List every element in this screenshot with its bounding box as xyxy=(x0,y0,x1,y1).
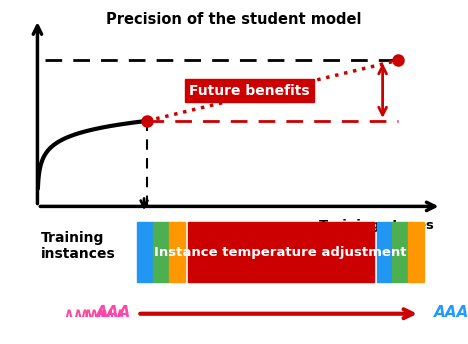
Text: Future benefits: Future benefits xyxy=(189,84,309,98)
Bar xyxy=(169,223,184,281)
Bar xyxy=(408,223,424,281)
Bar xyxy=(138,223,153,281)
Text: AAA: AAA xyxy=(96,305,132,320)
Bar xyxy=(188,223,373,281)
Text: AAA: AAA xyxy=(434,305,468,320)
Bar xyxy=(377,223,392,281)
Text: ∧∧∧: ∧∧∧ xyxy=(95,307,125,320)
Text: ∧∧∧: ∧∧∧ xyxy=(79,307,110,320)
Text: Training stages: Training stages xyxy=(319,219,433,232)
Text: Training
instances: Training instances xyxy=(41,230,116,261)
Bar xyxy=(392,223,408,281)
Text: ∧∧∧: ∧∧∧ xyxy=(64,307,94,320)
Text: Instance temperature adjustment: Instance temperature adjustment xyxy=(154,246,407,258)
Text: Precision of the student model: Precision of the student model xyxy=(106,12,361,27)
Bar xyxy=(153,223,169,281)
